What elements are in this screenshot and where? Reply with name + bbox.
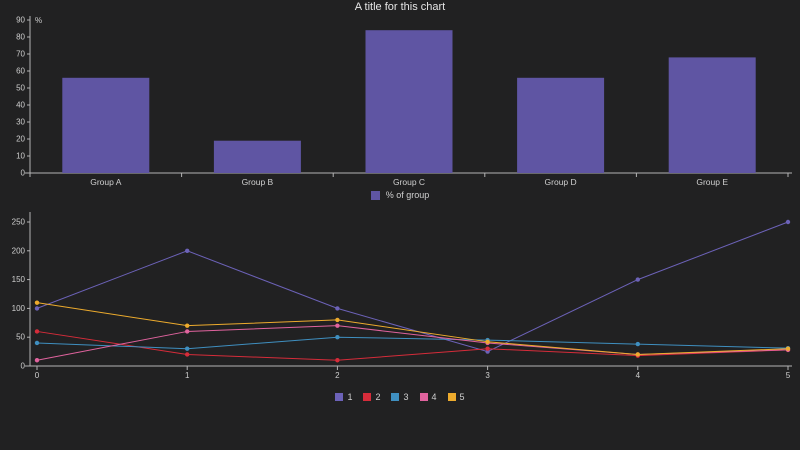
- data-point: [34, 306, 40, 311]
- legend-item: 3: [391, 392, 409, 402]
- data-point: [185, 352, 190, 357]
- bar-xtick-label: Group A: [90, 177, 122, 187]
- bar-ytick-label: 80: [16, 33, 25, 42]
- data-point: [335, 317, 340, 323]
- legend-item: 1: [335, 392, 352, 402]
- legend-swatch: [335, 393, 344, 401]
- legend-label: 5: [459, 392, 465, 402]
- bar-ytick-label: 20: [16, 135, 25, 144]
- line-ytick-label: 200: [12, 246, 26, 255]
- data-point: [185, 248, 190, 253]
- data-point: [185, 346, 190, 351]
- bar-chart-legend: % of group: [0, 189, 800, 201]
- bar-chart-canvas: 0 10 20 30 40 50 60 70 80 90 % Group A Group B Group …: [16, 16, 792, 187]
- line-xtick-label: 4: [636, 371, 641, 380]
- legend-item: 5: [447, 392, 465, 402]
- data-point: [34, 329, 40, 334]
- bar-xtick-label: Group B: [242, 177, 274, 187]
- bar-ytick-label: 90: [16, 16, 25, 25]
- data-point: [335, 335, 340, 340]
- line-ytick-label: 150: [12, 275, 26, 284]
- bar-xtick-label: Group C: [393, 177, 425, 187]
- data-point: [635, 277, 640, 282]
- line-ytick-label: 50: [16, 333, 25, 342]
- bar-chart-title: A title for this chart: [354, 1, 446, 13]
- bar-xtick-label: Group E: [696, 177, 728, 187]
- bar-ytick-label: 70: [16, 50, 25, 59]
- bar-ytick-label: 10: [16, 152, 25, 161]
- line-xtick-label: 1: [185, 371, 190, 380]
- data-point: [485, 339, 490, 345]
- bar: [365, 30, 453, 174]
- line-series: [36, 302, 789, 355]
- bar: [62, 77, 150, 173]
- data-point: [34, 340, 40, 346]
- line-xtick-label: 0: [35, 371, 40, 380]
- legend-label: 2: [375, 392, 381, 402]
- line-series: [36, 330, 789, 361]
- legend-label: 1: [347, 392, 353, 402]
- data-point: [635, 341, 640, 347]
- bar-ylabel: %: [35, 16, 42, 25]
- bar-ytick-label: 40: [16, 101, 25, 110]
- line-series: [36, 221, 789, 353]
- line-chart-legend: 1 2 3 4 5: [0, 391, 800, 403]
- bar-ytick-label: 30: [16, 118, 25, 127]
- data-point: [34, 358, 40, 363]
- legend-swatch: [363, 393, 372, 401]
- data-point: [335, 323, 340, 328]
- bar-xtick-label: Group D: [545, 177, 577, 187]
- legend-label: 4: [431, 392, 437, 402]
- legend-item: 2: [363, 392, 380, 402]
- data-point: [485, 346, 490, 351]
- legend-swatch: [447, 393, 456, 401]
- legend-label: 3: [403, 392, 409, 402]
- line-xtick-label: 3: [485, 371, 490, 380]
- bar-ytick-label: 60: [16, 67, 25, 76]
- legend-swatch: [391, 393, 400, 401]
- bar: [213, 140, 301, 173]
- legend-swatch: [419, 393, 428, 401]
- bar-ytick-label: 0: [21, 169, 26, 178]
- line-xtick-label: 2: [335, 371, 340, 380]
- data-point: [335, 306, 340, 311]
- legend-item: 4: [419, 392, 437, 402]
- line-ytick-label: 0: [21, 362, 26, 371]
- data-point: [635, 352, 640, 357]
- data-point: [185, 329, 190, 334]
- bar-legend-label: % of group: [385, 190, 430, 200]
- data-point: [785, 346, 791, 351]
- data-point: [335, 358, 340, 363]
- line-chart-canvas: 0 50 100 150 200 250 0 1 2 3 4 5: [12, 212, 792, 380]
- line-ytick-label: 100: [12, 304, 26, 313]
- data-point: [785, 219, 791, 225]
- line-ytick-label: 250: [12, 218, 26, 227]
- bar: [517, 77, 605, 173]
- data-point: [185, 323, 190, 328]
- line-xtick-label: 5: [786, 371, 791, 380]
- data-point: [34, 300, 40, 305]
- line-series: [36, 336, 789, 350]
- bar-legend-swatch: [370, 190, 380, 200]
- bar-ytick-label: 50: [16, 84, 25, 93]
- bar: [668, 57, 756, 173]
